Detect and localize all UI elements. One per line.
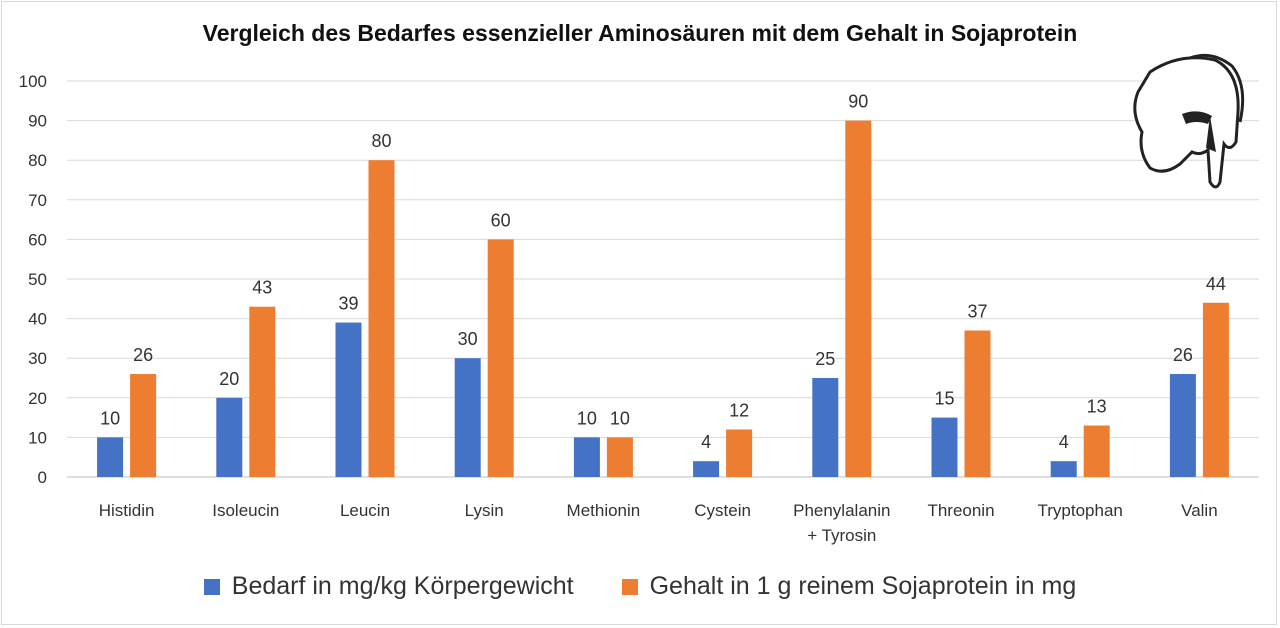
bar (216, 397, 243, 477)
legend-label-bedarf: Bedarf in mg/kg Körpergewicht (231, 572, 574, 600)
y-tick-label: 100 (19, 72, 47, 91)
data-label: 43 (252, 278, 272, 298)
helmet-eye (1182, 111, 1212, 124)
x-tick-label: Phenylalanin (793, 501, 890, 520)
data-label: 44 (1206, 274, 1226, 294)
y-tick-label: 30 (28, 349, 47, 368)
x-tick-label: Methionin (567, 501, 641, 520)
bar (1083, 425, 1110, 477)
x-tick-label: Valin (1181, 501, 1218, 520)
legend-item-bedarf: Bedarf in mg/kg Körpergewicht (203, 572, 574, 601)
x-tick-label: + Tyrosin (807, 526, 876, 545)
bar (249, 306, 276, 477)
bar (487, 239, 514, 477)
bar (606, 437, 633, 477)
x-tick-label: Histidin (99, 501, 155, 520)
bar (1202, 302, 1229, 477)
data-label: 39 (338, 294, 358, 314)
data-label: 10 (577, 408, 597, 428)
bar (931, 417, 958, 477)
data-label: 26 (1173, 345, 1193, 365)
data-label: 10 (610, 408, 630, 428)
y-tick-label: 20 (28, 389, 47, 408)
legend-label-gehalt: Gehalt in 1 g reinem Sojaprotein in mg (649, 572, 1077, 600)
y-tick-label: 40 (28, 310, 47, 329)
data-label: 60 (491, 210, 511, 230)
helmet-crest (1189, 53, 1245, 123)
data-label: 4 (701, 432, 711, 452)
spartan-helmet-icon (1120, 52, 1250, 207)
data-label: 26 (133, 345, 153, 365)
y-tick-label: 0 (38, 468, 47, 487)
bar (130, 374, 157, 477)
data-label: 13 (1087, 397, 1107, 417)
data-label: 90 (848, 92, 868, 112)
bar (726, 429, 753, 477)
data-label: 30 (458, 329, 478, 349)
bar (454, 358, 481, 477)
chart-plot: 0 10 20 30 40 50 60 70 80 90 100 10 26 Histidin 20 43 Is… (19, 72, 1259, 545)
bar (1169, 374, 1196, 477)
x-tick-label: Isoleucin (212, 501, 279, 520)
data-label: 80 (371, 131, 391, 151)
x-tick-label: Cystein (694, 501, 751, 520)
data-label: 4 (1059, 432, 1069, 452)
x-tick-label: Leucin (340, 501, 390, 520)
data-label: 20 (219, 369, 239, 389)
x-tick-label: Tryptophan (1038, 501, 1123, 520)
bar (812, 378, 839, 477)
x-tick-label: Threonin (927, 501, 994, 520)
legend-swatch-bedarf (203, 578, 220, 595)
bar (964, 330, 991, 477)
legend-swatch-gehalt (621, 578, 638, 595)
bar (368, 160, 395, 477)
legend-item-gehalt: Gehalt in 1 g reinem Sojaprotein in mg (621, 572, 1077, 601)
legend: Bedarf in mg/kg Körpergewicht Gehalt in … (2, 572, 1278, 601)
data-label: 15 (934, 389, 954, 409)
y-tick-label: 80 (28, 151, 47, 170)
y-tick-label: 60 (28, 230, 47, 249)
y-tick-label: 90 (28, 112, 47, 131)
bar (693, 461, 720, 477)
y-tick-label: 70 (28, 191, 47, 210)
bar (1050, 461, 1077, 477)
data-label: 37 (967, 301, 987, 321)
x-tick-label: Lysin (465, 501, 504, 520)
helmet-nose (1206, 116, 1216, 152)
bar (97, 437, 124, 477)
bar (845, 120, 872, 477)
bar (573, 437, 600, 477)
chart-title: Vergleich des Bedarfes essenzieller Amin… (202, 20, 1078, 46)
y-tick-label: 10 (28, 428, 47, 447)
data-label: 12 (729, 400, 749, 420)
data-label: 10 (100, 408, 120, 428)
bar (335, 322, 362, 477)
y-tick-label: 50 (28, 270, 47, 289)
data-label: 25 (815, 349, 835, 369)
